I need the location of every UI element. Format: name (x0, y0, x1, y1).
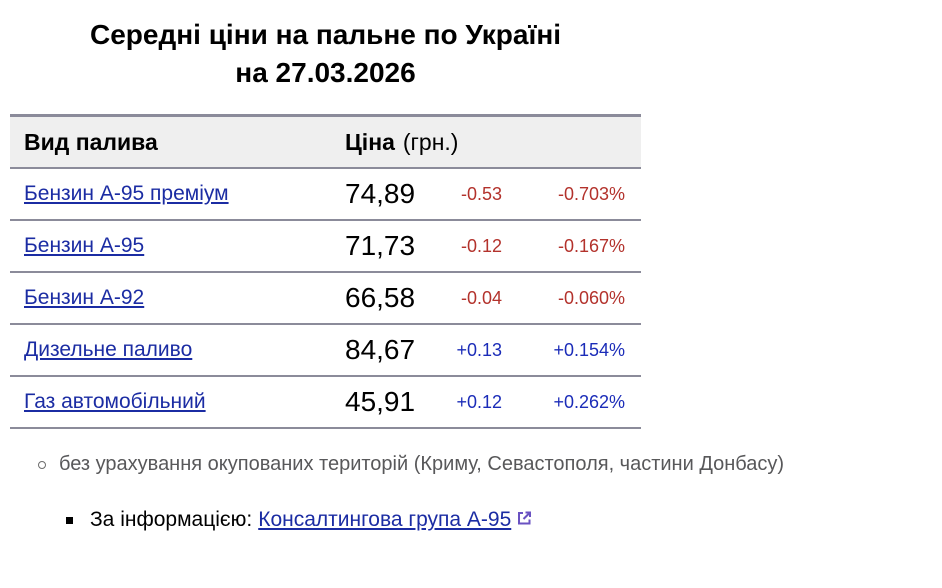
fuel-name-cell: Газ автомобільний (24, 390, 345, 414)
column-header-price-unit: (грн.) (402, 128, 459, 155)
table-row: Бензин А-95 преміум 74,89 -0.53 -0.703% (10, 169, 641, 221)
external-link-icon (516, 508, 532, 532)
page-title: Середні ціни на пальне по Україні на 27.… (10, 16, 641, 92)
table-header-row: Вид палива Ціна (грн.) (10, 117, 641, 169)
fuel-link[interactable]: Газ автомобільний (24, 390, 206, 413)
column-header-fuel-type: Вид палива (24, 128, 158, 155)
change-abs-cell: -0.04 (460, 287, 502, 308)
fuel-link[interactable]: Дизельне паливо (24, 338, 193, 361)
circle-bullet-icon (38, 460, 46, 469)
column-header-price: Ціна (грн.) (345, 129, 625, 156)
price-cell: 66,58 (345, 282, 416, 313)
disclaimer-note: без урахування окупованих територій (Кри… (38, 453, 942, 476)
page-title-line1: Середні ціни на пальне по Україні (89, 19, 562, 50)
table-row: Дизельне паливо 84,67 +0.13 +0.154% (10, 325, 641, 377)
change-pct-cell: +0.154% (553, 339, 625, 360)
fuel-name-cell: Дизельне паливо (24, 338, 345, 362)
fuel-name-cell: Бензин А-95 (24, 234, 345, 258)
change-abs-cell: -0.12 (460, 235, 502, 256)
change-abs-cell: +0.12 (456, 391, 502, 412)
fuel-name-cell: Бензин А-95 преміум (24, 182, 345, 206)
square-bullet-icon (66, 516, 73, 524)
change-pct-cell: +0.262% (553, 391, 625, 412)
price-cell: 84,67 (345, 334, 416, 365)
page-title-line2: на 27.03.2026 (235, 57, 416, 88)
disclaimer-text: без урахування окупованих територій (Кри… (59, 453, 785, 475)
price-cell: 71,73 (345, 230, 416, 261)
fuel-name-cell: Бензин А-92 (24, 286, 345, 310)
price-cell: 45,91 (345, 386, 416, 417)
change-pct-cell: -0.060% (557, 287, 625, 308)
column-header-price-word: Ціна (345, 128, 395, 155)
change-abs-cell: -0.53 (460, 183, 502, 204)
source-label: За інформацією: (90, 508, 253, 531)
change-pct-cell: -0.703% (557, 183, 625, 204)
change-pct-cell: -0.167% (557, 235, 625, 256)
table-row: Газ автомобільний 45,91 +0.12 +0.262% (10, 377, 641, 429)
table-row: Бензин А-92 66,58 -0.04 -0.060% (10, 273, 641, 325)
fuel-link[interactable]: Бензин А-95 (24, 234, 145, 257)
fuel-link[interactable]: Бензин А-95 преміум (24, 182, 229, 205)
source-note: За інформацією: Консалтингова група А-95 (66, 508, 942, 532)
source-link[interactable]: Консалтингова група А-95 (258, 508, 532, 532)
fuel-link[interactable]: Бензин А-92 (24, 286, 145, 309)
change-abs-cell: +0.13 (456, 339, 502, 360)
fuel-price-table: Вид палива Ціна (грн.) Бензин А-95 преміу… (10, 114, 641, 429)
price-cell: 74,89 (345, 178, 416, 209)
source-link-text: Консалтингова група А-95 (258, 508, 512, 531)
table-row: Бензин А-95 71,73 -0.12 -0.167% (10, 221, 641, 273)
